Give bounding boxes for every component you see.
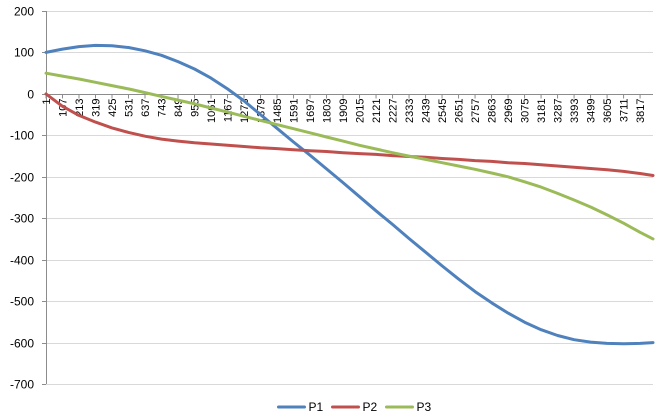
legend: P1 P2 P3 [277,400,432,414]
series-lines [44,43,655,346]
x-tick-label: 1167 [223,99,235,123]
y-tick-label: -200 [10,171,34,185]
legend-label-p3: P3 [417,400,432,414]
x-tick-label: 3287 [553,99,565,123]
x-tick-label: 1803 [322,99,334,123]
x-tick-label: 3181 [536,99,548,123]
x-tick-label: 637 [140,99,152,117]
x-tick-label: 1485 [272,99,284,123]
y-tick-label: -300 [10,212,34,226]
x-tick-label: 3711 [619,99,631,123]
x-tick-label: 2333 [404,99,416,123]
y-tick-label: -100 [10,129,34,143]
x-tick-label: 531 [124,99,136,117]
x-tick-label: 849 [173,99,185,117]
x-tick-label: 3393 [569,99,581,123]
y-tick-label: 0 [27,88,34,102]
y-tick-label: -600 [10,337,34,351]
x-tick-label: 319 [91,99,103,117]
x-tick-label: 955 [190,99,202,117]
y-axis: 200 100 0 -100 -200 -300 -400 -500 -600 -700 [10,5,47,392]
x-tick-label: 2121 [371,99,383,123]
y-tick-label: -400 [10,254,34,268]
x-tick-label: 1697 [305,99,317,123]
x-tick-label: 3075 [520,99,532,123]
x-tick-label: 1061 [206,99,218,123]
x-tick-label: 2227 [388,99,400,123]
x-tick-label: 425 [107,99,119,117]
y-tick-label: 100 [14,46,34,60]
y-tick-label: -700 [10,378,34,392]
series-line-p2 [44,92,655,177]
x-tick-label: 2015 [355,99,367,123]
x-tick-label: 2651 [454,99,466,123]
y-tick-label: 200 [14,5,34,19]
x-tick-label: 2863 [487,98,499,122]
x-tick-label: 2439 [421,99,433,123]
x-tick-label: 1909 [338,99,350,123]
x-tick-label: 2545 [437,99,449,123]
x-tick-label: 743 [157,99,169,117]
series-line-p1 [44,43,655,346]
x-tick-label: 1591 [289,99,301,123]
x-tick-label: 3605 [602,99,614,123]
x-tick-label: 2969 [503,99,515,123]
legend-label-p1: P1 [309,400,324,414]
gridlines [46,11,653,385]
legend-label-p2: P2 [363,400,378,414]
x-tick-label: 213 [74,99,86,117]
x-axis: 1 107 213 319 425 531 637 743 849 955 1061 1167 1273… [41,94,653,123]
x-tick-label: 1 [41,99,53,105]
series-line-p3 [44,71,655,241]
y-tick-label: -500 [10,295,34,309]
x-tick-label: 2757 [470,99,482,123]
x-tick-label: 3499 [586,99,598,123]
x-tick-label: 3817 [635,99,647,123]
